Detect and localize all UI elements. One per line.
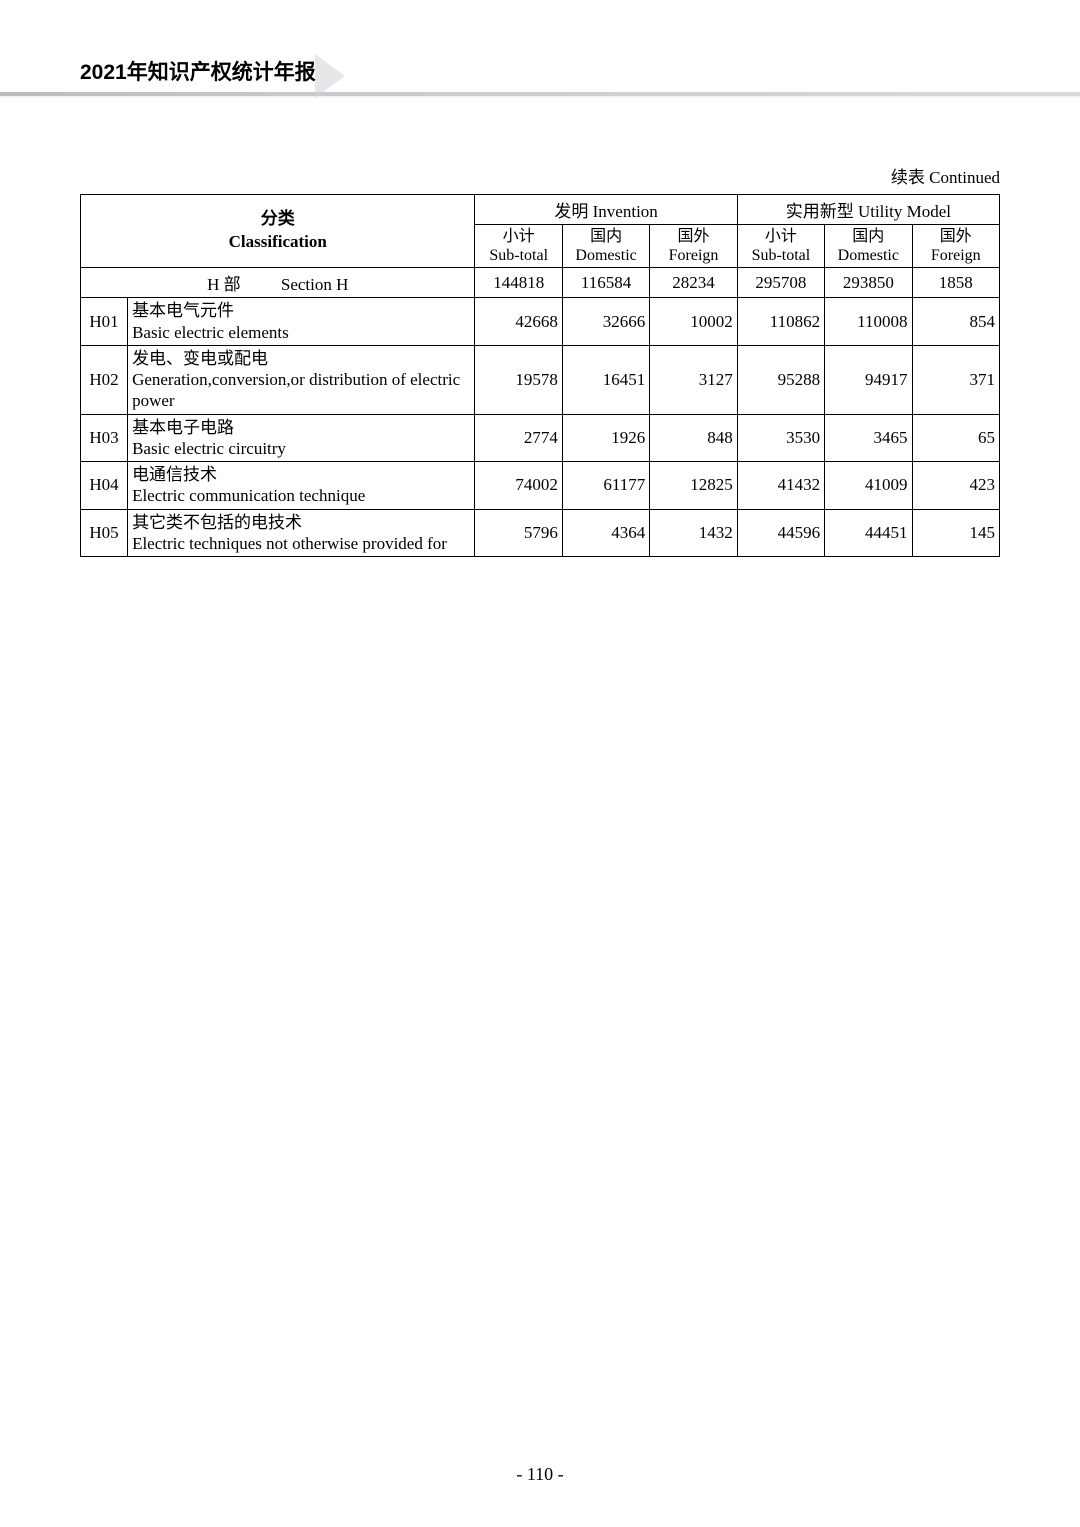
row-desc: 电通信技术Electric communication technique xyxy=(128,462,475,510)
row-util-subtotal: 41432 xyxy=(737,462,824,510)
section-inv-foreign: 28234 xyxy=(650,268,737,298)
row-util-domestic: 41009 xyxy=(825,462,912,510)
row-util-foreign: 371 xyxy=(912,345,999,414)
table-row: H01基本电气元件Basic electric elements42668326… xyxy=(81,298,1000,346)
inv-domestic-header: 国内Domestic xyxy=(562,225,649,268)
inv-subtotal-header: 小计Sub-total xyxy=(475,225,562,268)
row-util-subtotal: 110862 xyxy=(737,298,824,346)
page-number: - 110 - xyxy=(0,1464,1080,1485)
row-desc-cn: 基本电子电路 xyxy=(132,417,470,438)
row-util-foreign: 145 xyxy=(912,509,999,557)
row-inv-subtotal: 74002 xyxy=(475,462,562,510)
row-util-foreign: 423 xyxy=(912,462,999,510)
group-invention: 发明 Invention xyxy=(475,195,737,225)
row-inv-foreign: 1432 xyxy=(650,509,737,557)
header-divider xyxy=(80,92,1000,98)
row-inv-domestic: 32666 xyxy=(562,298,649,346)
row-inv-subtotal: 42668 xyxy=(475,298,562,346)
row-inv-domestic: 16451 xyxy=(562,345,649,414)
report-title: 2021年知识产权统计年报 xyxy=(80,50,1000,92)
row-desc-cn: 发电、变电或配电 xyxy=(132,348,470,369)
row-util-subtotal: 3530 xyxy=(737,414,824,462)
row-util-domestic: 94917 xyxy=(825,345,912,414)
stats-table: 分类 Classification 发明 Invention 实用新型 Util… xyxy=(80,194,1000,557)
row-desc: 其它类不包括的电技术Electric techniques not otherw… xyxy=(128,509,475,557)
row-desc-en: Electric techniques not otherwise provid… xyxy=(132,533,470,554)
util-foreign-header: 国外Foreign xyxy=(912,225,999,268)
section-util-subtotal: 295708 xyxy=(737,268,824,298)
table-row: H03基本电子电路Basic electric circuitry2774192… xyxy=(81,414,1000,462)
section-h-label: H 部 Section H xyxy=(81,268,475,298)
row-inv-foreign: 848 xyxy=(650,414,737,462)
util-subtotal-header: 小计Sub-total xyxy=(737,225,824,268)
table-row: H02发电、变电或配电Generation,conversion,or dist… xyxy=(81,345,1000,414)
row-code: H05 xyxy=(81,509,128,557)
row-inv-subtotal: 19578 xyxy=(475,345,562,414)
row-desc-en: Generation,conversion,or distribution of… xyxy=(132,369,470,412)
row-desc-cn: 基本电气元件 xyxy=(132,300,470,321)
row-util-domestic: 44451 xyxy=(825,509,912,557)
row-desc: 基本电子电路Basic electric circuitry xyxy=(128,414,475,462)
row-code: H03 xyxy=(81,414,128,462)
row-code: H04 xyxy=(81,462,128,510)
section-util-foreign: 1858 xyxy=(912,268,999,298)
row-code: H02 xyxy=(81,345,128,414)
row-desc-en: Basic electric elements xyxy=(132,322,470,343)
table-row: H04电通信技术Electric communication technique… xyxy=(81,462,1000,510)
table-row: H05其它类不包括的电技术Electric techniques not oth… xyxy=(81,509,1000,557)
row-inv-foreign: 3127 xyxy=(650,345,737,414)
row-desc-cn: 电通信技术 xyxy=(132,464,470,485)
row-inv-domestic: 61177 xyxy=(562,462,649,510)
row-util-subtotal: 44596 xyxy=(737,509,824,557)
row-desc: 发电、变电或配电Generation,conversion,or distrib… xyxy=(128,345,475,414)
row-code: H01 xyxy=(81,298,128,346)
row-util-domestic: 3465 xyxy=(825,414,912,462)
row-inv-subtotal: 2774 xyxy=(475,414,562,462)
group-utility: 实用新型 Utility Model xyxy=(737,195,999,225)
chevron-right-icon xyxy=(315,54,345,98)
row-desc-en: Basic electric circuitry xyxy=(132,438,470,459)
class-header-cn: 分类 xyxy=(261,209,295,228)
page-header: 2021年知识产权统计年报 xyxy=(80,50,1000,98)
row-inv-subtotal: 5796 xyxy=(475,509,562,557)
inv-foreign-header: 国外Foreign xyxy=(650,225,737,268)
row-desc: 基本电气元件Basic electric elements xyxy=(128,298,475,346)
row-util-subtotal: 95288 xyxy=(737,345,824,414)
row-util-foreign: 65 xyxy=(912,414,999,462)
col-classification: 分类 Classification xyxy=(81,195,475,268)
row-inv-foreign: 12825 xyxy=(650,462,737,510)
class-header-en: Classification xyxy=(229,232,327,251)
row-inv-foreign: 10002 xyxy=(650,298,737,346)
row-inv-domestic: 4364 xyxy=(562,509,649,557)
section-inv-subtotal: 144818 xyxy=(475,268,562,298)
util-domestic-header: 国内Domestic xyxy=(825,225,912,268)
row-inv-domestic: 1926 xyxy=(562,414,649,462)
section-util-domestic: 293850 xyxy=(825,268,912,298)
section-inv-domestic: 116584 xyxy=(562,268,649,298)
row-util-domestic: 110008 xyxy=(825,298,912,346)
section-h-row: H 部 Section H 144818 116584 28234 295708… xyxy=(81,268,1000,298)
continued-label: 续表 Continued xyxy=(80,163,1000,188)
row-desc-en: Electric communication technique xyxy=(132,485,470,506)
row-desc-cn: 其它类不包括的电技术 xyxy=(132,512,470,533)
row-util-foreign: 854 xyxy=(912,298,999,346)
